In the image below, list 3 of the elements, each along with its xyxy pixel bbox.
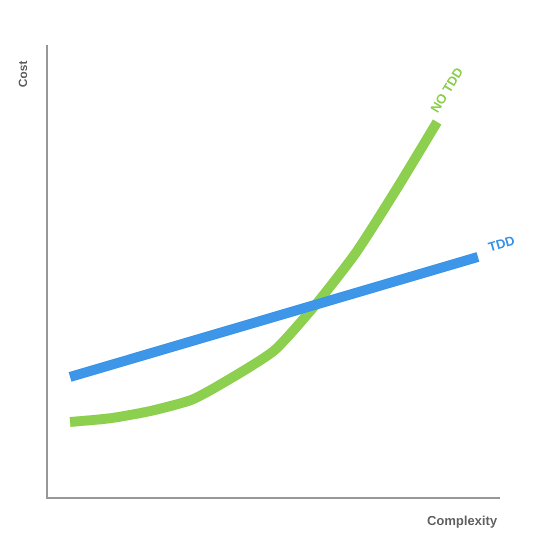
x-axis-title: Complexity xyxy=(427,513,498,528)
text: TDD xyxy=(486,232,516,255)
y-axis-title: Cost xyxy=(16,60,30,88)
